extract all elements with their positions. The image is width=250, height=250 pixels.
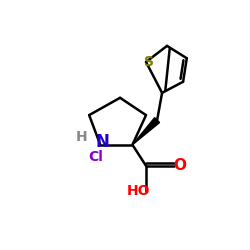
Text: H: H bbox=[76, 130, 88, 144]
Text: S: S bbox=[144, 55, 154, 69]
Polygon shape bbox=[132, 118, 160, 145]
Text: HO: HO bbox=[126, 184, 150, 198]
Text: N: N bbox=[96, 133, 110, 151]
Text: O: O bbox=[174, 158, 186, 173]
Text: Cl: Cl bbox=[88, 150, 103, 164]
